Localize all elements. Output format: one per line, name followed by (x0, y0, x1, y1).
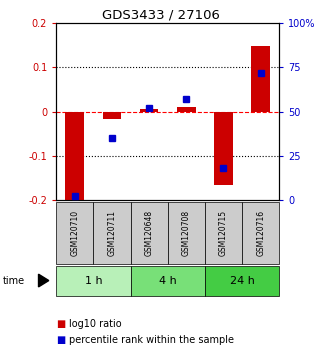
Text: 24 h: 24 h (230, 275, 255, 286)
Text: ■: ■ (56, 319, 65, 329)
Text: GSM120648: GSM120648 (145, 210, 154, 256)
Text: GSM120708: GSM120708 (182, 210, 191, 256)
Polygon shape (39, 274, 49, 287)
Bar (140, 109, 159, 112)
Text: 1 h: 1 h (84, 275, 102, 286)
Text: ■: ■ (56, 335, 65, 345)
Text: percentile rank within the sample: percentile rank within the sample (69, 335, 234, 345)
Bar (251, 46, 270, 112)
Bar (103, 112, 121, 120)
Text: 4 h: 4 h (159, 275, 177, 286)
Bar (214, 112, 233, 184)
Text: GSM120710: GSM120710 (70, 210, 79, 256)
Bar (177, 107, 195, 112)
Text: time: time (3, 275, 25, 286)
Bar (65, 112, 84, 202)
Text: GSM120711: GSM120711 (108, 210, 117, 256)
Text: GSM120715: GSM120715 (219, 210, 228, 256)
Text: GDS3433 / 27106: GDS3433 / 27106 (101, 9, 220, 22)
Text: GSM120716: GSM120716 (256, 210, 265, 256)
Text: log10 ratio: log10 ratio (69, 319, 122, 329)
